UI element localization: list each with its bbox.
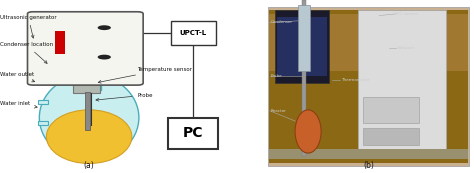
Ellipse shape — [295, 110, 321, 153]
Bar — [38, 121, 48, 125]
Bar — [302, 0, 306, 156]
Text: Probe: Probe — [271, 74, 283, 78]
Bar — [358, 10, 446, 152]
Text: (a): (a) — [84, 161, 94, 170]
Circle shape — [98, 55, 111, 60]
Bar — [85, 92, 90, 130]
Text: Thermometer: Thermometer — [341, 78, 370, 82]
Circle shape — [98, 25, 111, 30]
Bar — [73, 80, 100, 93]
Bar — [55, 31, 65, 54]
Text: Reactor: Reactor — [271, 109, 286, 113]
Ellipse shape — [46, 110, 132, 163]
Bar — [168, 118, 218, 149]
Ellipse shape — [39, 74, 139, 161]
Text: PC: PC — [183, 126, 204, 140]
Text: PC control: PC control — [397, 12, 418, 16]
Text: Software: Software — [397, 46, 415, 51]
Bar — [269, 14, 468, 71]
Bar — [77, 73, 101, 90]
Text: (b): (b) — [364, 161, 374, 170]
Text: Condenser location: Condenser location — [0, 43, 53, 63]
Text: Ultrasonic generator: Ultrasonic generator — [0, 15, 56, 38]
Bar — [268, 7, 469, 166]
Bar — [363, 97, 419, 123]
Bar — [298, 5, 310, 71]
Bar — [277, 17, 327, 76]
Text: Condenser: Condenser — [271, 20, 293, 25]
Text: Water outlet: Water outlet — [0, 72, 35, 82]
Bar — [275, 10, 329, 83]
Text: UPCT-L: UPCT-L — [180, 30, 207, 36]
Bar — [38, 100, 48, 104]
Bar — [77, 69, 95, 80]
Bar — [171, 21, 216, 45]
Bar — [363, 128, 419, 145]
Bar — [75, 79, 98, 83]
Bar — [269, 10, 468, 163]
Text: Temperature sensor: Temperature sensor — [98, 67, 192, 83]
Text: Probe: Probe — [96, 93, 153, 101]
Text: Water inlet: Water inlet — [0, 101, 37, 108]
Bar — [269, 149, 468, 159]
FancyBboxPatch shape — [27, 12, 143, 85]
